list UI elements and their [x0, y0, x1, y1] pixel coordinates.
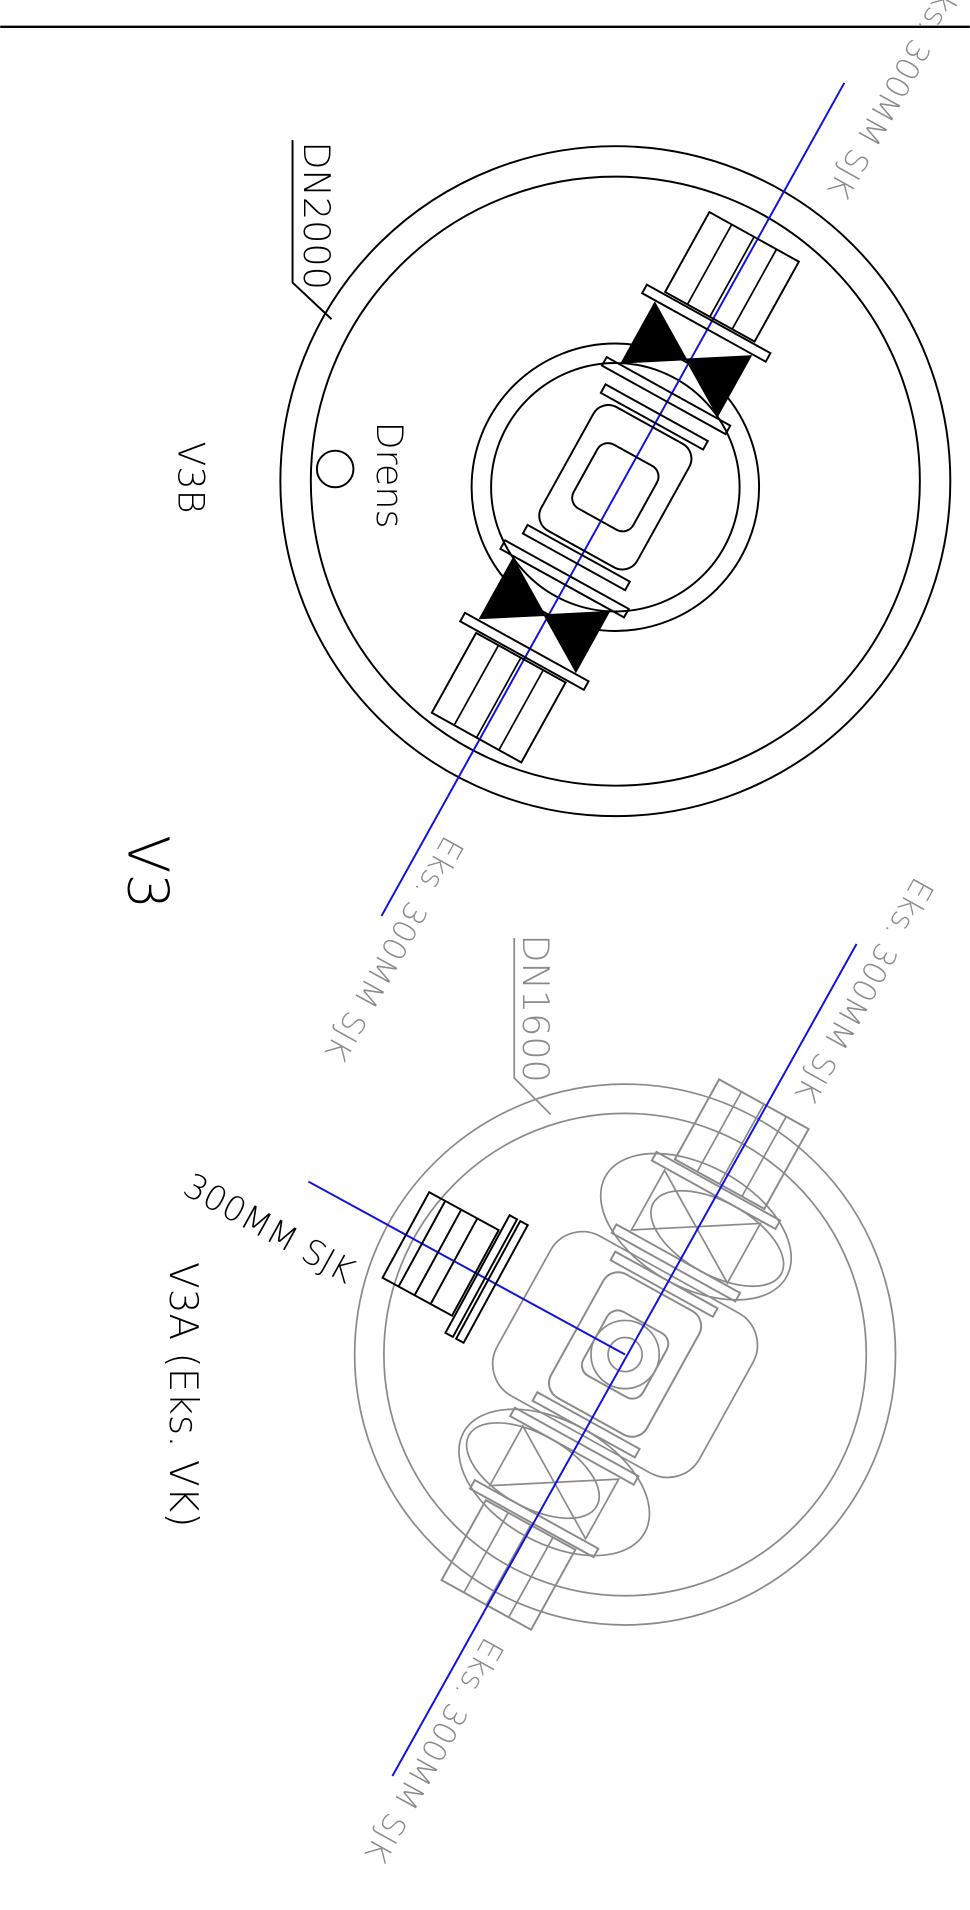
pipe-axis	[381, 83, 844, 916]
label: DN2000	[295, 141, 338, 289]
label: V3	[114, 835, 179, 909]
label: DN1600	[514, 934, 557, 1082]
valve-part	[490, 1426, 619, 1539]
valve-part	[687, 224, 731, 304]
valve-part	[477, 658, 521, 738]
drawing: DN2000 Drens V3B V3 DN1600 300MM SJK V3A…	[0, 0, 970, 1910]
label: Eks. 300MM SJK	[820, 0, 970, 204]
valve-part	[742, 1117, 786, 1197]
valve-part	[510, 1408, 638, 1485]
drain-symbol	[317, 451, 354, 488]
valve-part	[568, 439, 663, 536]
valve-part	[720, 1104, 764, 1184]
valve-part	[480, 559, 609, 672]
valve-part	[697, 1092, 741, 1172]
valve-part	[533, 399, 697, 576]
valve-part	[732, 249, 776, 329]
pipe-axis	[392, 944, 856, 1776]
label: V3A (Eks. VK)	[160, 1262, 205, 1527]
valve-part	[454, 645, 498, 725]
label: V3B	[169, 441, 212, 513]
valve-part	[499, 670, 543, 750]
valve-part	[509, 1537, 553, 1617]
valve-part	[622, 303, 751, 416]
label: Drens	[368, 422, 411, 529]
valve-part	[486, 1525, 530, 1605]
valve-part	[710, 237, 754, 317]
label: Eks. 300MM SJK	[317, 830, 470, 1067]
label: Eks. 300MM SJK	[357, 1632, 510, 1869]
valve-part	[612, 1224, 740, 1301]
valve-part	[631, 1170, 760, 1283]
label: Eks. 300MM SJK	[787, 871, 940, 1108]
